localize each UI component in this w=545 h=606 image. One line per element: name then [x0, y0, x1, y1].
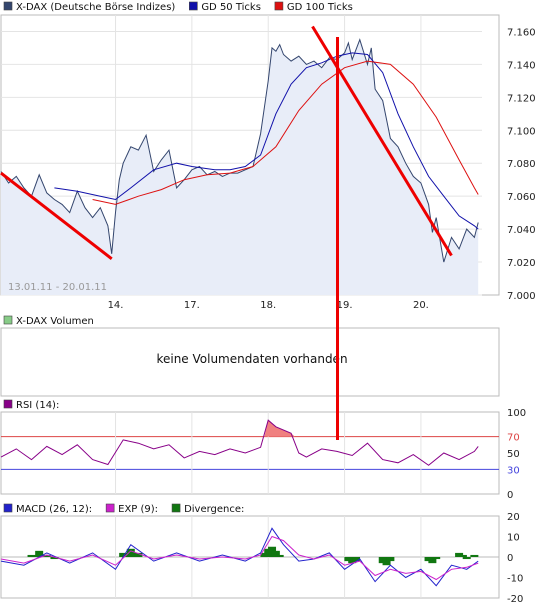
- y-tick-label: 7.100: [507, 126, 536, 137]
- legend-label: GD 100 Ticks: [287, 2, 353, 13]
- trendline: [0, 171, 113, 260]
- divergence-bar: [462, 557, 471, 560]
- divergence-bar: [352, 557, 361, 562]
- legend-label: MACD (26, 12):: [16, 504, 92, 515]
- y-tick-label: 7.060: [507, 192, 536, 203]
- gd100-line: [92, 60, 479, 205]
- rsi-series: [0, 419, 479, 466]
- divergence-bar: [27, 554, 36, 557]
- y-tick-label: 7.040: [507, 225, 536, 236]
- rsi-line: [0, 419, 479, 466]
- y-tick-label: 20: [507, 512, 520, 523]
- price-x-ticks: 14. 17. 18. 19. 20.: [108, 300, 429, 311]
- y-tick-label: 30: [507, 465, 520, 476]
- y-tick-label: 7.000: [507, 291, 536, 302]
- legend-swatch: [171, 503, 181, 513]
- legend-swatch: [274, 1, 284, 11]
- y-tick-label: 7.080: [507, 159, 536, 170]
- legend-swatch: [3, 399, 13, 409]
- y-tick-label: 10: [507, 533, 520, 544]
- legend-label: EXP (9):: [118, 504, 158, 515]
- y-tick-label: 100: [507, 408, 526, 419]
- divergence-bar: [50, 557, 59, 560]
- macd-panel: MACD (26, 12): EXP (9): Divergence: -20 -10…: [0, 503, 523, 605]
- volume-legend: X-DAX Volumen: [3, 315, 94, 327]
- price-series: [0, 25, 479, 296]
- divergence-bar: [35, 550, 44, 557]
- volume-empty-message: keine Volumendaten vorhanden: [156, 352, 347, 366]
- x-tick-label: 17.: [184, 300, 200, 311]
- legend-swatch: [3, 315, 13, 325]
- y-tick-label: 0: [507, 490, 513, 501]
- legend-swatch: [105, 503, 115, 513]
- price-y-ticks: 7.000 7.020 7.040 7.060 7.080 7.100 7.120 7.140…: [507, 27, 536, 302]
- y-tick-label: 70: [507, 433, 520, 444]
- x-tick-label: 20.: [413, 300, 429, 311]
- divergence-bar: [275, 554, 284, 557]
- rsi-legend: RSI (14):: [3, 399, 59, 411]
- macd-line: [0, 527, 479, 587]
- divergence-bar: [119, 552, 128, 557]
- y-tick-label: 50: [507, 449, 520, 460]
- trendline: [311, 25, 453, 257]
- macd-legend: MACD (26, 12): EXP (9): Divergence:: [3, 503, 244, 515]
- legend-label: Divergence:: [184, 504, 244, 515]
- rsi-overbought-fill: [264, 420, 295, 437]
- price-legend: X-DAX (Deutsche Börse Indizes) GD 50 Tick…: [3, 1, 353, 13]
- divergence-bar: [470, 554, 479, 557]
- rsi-y-ticks: 0 30 50 70 100: [507, 408, 526, 501]
- rsi-plot-area: [0, 411, 500, 495]
- volume-plot-area: [0, 327, 500, 397]
- macd-series: [0, 527, 479, 587]
- divergence-bar: [428, 557, 437, 564]
- y-tick-label: -20: [507, 594, 523, 605]
- legend-label: GD 50 Ticks: [201, 2, 261, 13]
- legend-swatch: [3, 503, 13, 513]
- legend-label: X-DAX Volumen: [16, 316, 94, 327]
- macd-y-ticks: -20 -10 0 10 20: [507, 512, 523, 605]
- y-tick-label: 7.120: [507, 93, 536, 104]
- divergence-bar: [432, 557, 441, 560]
- gd50-line: [54, 52, 479, 230]
- volume-panel: X-DAX Volumen keine Volumendaten vorhand…: [0, 315, 500, 397]
- y-tick-label: -10: [507, 574, 523, 585]
- exp-line: [0, 535, 479, 581]
- y-tick-label: 7.160: [507, 27, 536, 38]
- price-legend-bar: [0, 0, 545, 14]
- divergence-bar: [386, 557, 395, 562]
- legend-label: RSI (14):: [16, 400, 59, 411]
- divergence-bar: [271, 550, 280, 557]
- y-tick-label: 0: [507, 553, 513, 564]
- price-panel: X-DAX (Deutsche Börse Indizes) GD 50 Tick…: [0, 0, 545, 311]
- divergence-bar: [134, 552, 143, 557]
- price-date-range: 13.01.11 - 20.01.11: [8, 282, 107, 293]
- legend-label: X-DAX (Deutsche Börse Indizes): [16, 2, 175, 13]
- divergence-bar: [42, 554, 51, 557]
- y-tick-label: 7.140: [507, 60, 536, 71]
- y-tick-label: 7.020: [507, 258, 536, 269]
- legend-swatch: [189, 1, 198, 11]
- legend-swatch: [3, 1, 13, 11]
- divergence-bar: [458, 554, 467, 557]
- rsi-panel: RSI (14): 0 30 50 70 100: [0, 399, 526, 501]
- divergence-bar: [126, 548, 135, 557]
- x-tick-label: 14.: [108, 300, 124, 311]
- x-tick-label: 19.: [337, 300, 353, 311]
- x-tick-label: 18.: [260, 300, 276, 311]
